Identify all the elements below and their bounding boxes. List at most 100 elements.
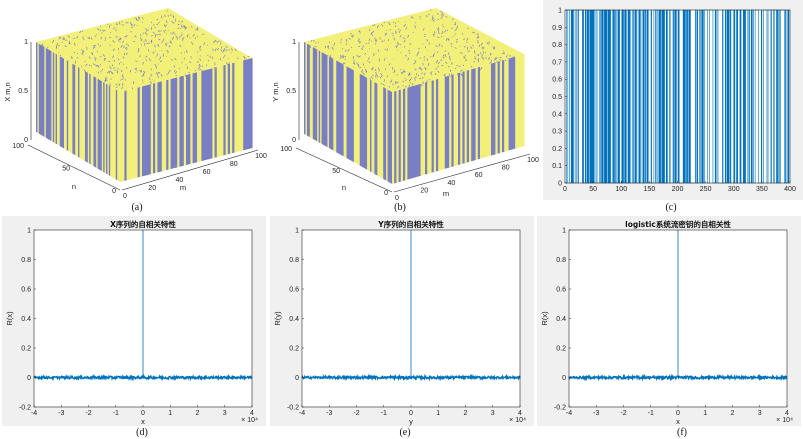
surface-top-mark xyxy=(404,77,406,80)
right-face-stripe xyxy=(508,57,512,151)
surface-top-mark xyxy=(146,33,148,36)
surface-top-mark xyxy=(459,65,461,68)
surface-top-mark xyxy=(197,51,199,53)
right-face-stripe xyxy=(438,78,441,171)
n-tick-label: 50 xyxy=(62,166,70,173)
right-face-stripe xyxy=(168,78,172,170)
right-face-stripe xyxy=(166,79,169,171)
right-face-stripe xyxy=(488,63,492,157)
surface-top-mark xyxy=(395,81,397,84)
y-tick-label: 0 xyxy=(558,181,562,188)
surface-top-mark xyxy=(178,20,180,23)
surface-top-mark xyxy=(494,57,496,61)
right-face-stripe xyxy=(126,89,130,181)
y-tick-label: 1 xyxy=(562,228,566,235)
right-face-stripe xyxy=(230,63,233,154)
surface-top-mark xyxy=(421,72,423,75)
right-face-stripe xyxy=(214,67,218,158)
m-axis-label: m xyxy=(180,183,186,192)
surface-top-mark xyxy=(118,83,121,87)
surface-top-mark xyxy=(115,83,118,86)
surface-top-mark xyxy=(396,74,399,76)
m-tick-label: 60 xyxy=(475,172,483,179)
surface-top-mark xyxy=(441,64,444,67)
right-face-stripe xyxy=(179,76,183,167)
surface-top-mark xyxy=(442,13,445,17)
surface-top-mark xyxy=(194,69,197,72)
right-face-stripe xyxy=(409,86,413,179)
surface-top-mark xyxy=(134,68,137,71)
surface-top-mark xyxy=(413,78,417,81)
surface-stripes xyxy=(304,42,525,184)
surface-top-mark xyxy=(357,64,360,67)
y-tick-label: 0.2 xyxy=(289,346,299,353)
surface-top-mark xyxy=(160,74,163,77)
surface-top-mark xyxy=(462,64,465,67)
surface-top-mark xyxy=(135,17,137,21)
surface-top-mark xyxy=(333,42,335,46)
x-tick-label: -1 xyxy=(648,410,654,417)
surface-top-mark xyxy=(171,58,173,61)
surface-top-mark xyxy=(480,66,483,71)
y-tick-label: 0.9 xyxy=(552,25,562,32)
surface-top-mark xyxy=(205,64,208,66)
surface-top-mark xyxy=(395,45,397,48)
surface-top-mark xyxy=(102,54,106,57)
right-face-stripe xyxy=(519,54,523,148)
x-tick-label: -2 xyxy=(353,410,359,417)
surface-top-mark xyxy=(126,52,128,55)
autocorr-chart-d: -4 -3 -2 -1 0 1 2 3 4 -0.2 0 0.2 0.4 0.6 0.8 1 X序列的自相关特性… xyxy=(5,219,258,426)
surface-top-mark xyxy=(123,45,125,49)
surface-top-mark xyxy=(95,64,98,67)
surface-top-mark xyxy=(428,42,430,45)
surface-top-mark xyxy=(358,66,361,68)
surface-top-mark xyxy=(329,54,332,58)
right-face-stripe xyxy=(420,83,424,176)
surface-top-mark xyxy=(429,55,432,58)
y-tick-label: 0 xyxy=(562,375,566,382)
surface-top-mark xyxy=(440,10,443,13)
surface-top-mark xyxy=(491,65,494,69)
right-face-stripe xyxy=(241,60,244,151)
surface-top-mark xyxy=(369,28,371,31)
surface-top-mark xyxy=(411,83,414,85)
right-face-stripe xyxy=(236,61,240,152)
right-face-stripe xyxy=(157,81,161,173)
surface-top-mark xyxy=(166,73,168,76)
surface-top-mark xyxy=(166,49,169,53)
surface-top-mark xyxy=(158,30,160,33)
caption-d: (d) xyxy=(136,427,148,438)
surface-top-mark xyxy=(165,43,167,47)
surface-top-mark xyxy=(157,44,160,48)
right-face-stripe xyxy=(440,77,444,171)
surface-top-mark xyxy=(426,39,429,42)
chart-title: X序列的自相关特性 xyxy=(110,219,176,229)
right-face-stripe xyxy=(139,86,143,177)
right-face-stripe xyxy=(238,60,242,152)
surface-top-mark xyxy=(431,17,434,21)
y-tick-label: 0.6 xyxy=(552,77,562,84)
surface-top-mark xyxy=(436,27,440,31)
surface-top-mark xyxy=(476,42,479,44)
surface-top-mark xyxy=(481,54,484,57)
surface-top-mark xyxy=(165,29,167,32)
m-tick-label: 40 xyxy=(176,177,184,184)
surface-top-mark xyxy=(414,68,417,71)
right-face-stripe xyxy=(150,83,154,175)
right-face-stripe xyxy=(128,89,132,180)
surface-top-mark xyxy=(456,65,459,67)
surface-top-mark xyxy=(171,36,175,40)
surface-top-mark xyxy=(436,12,439,16)
x-tick-label: -3 xyxy=(58,410,64,417)
surface-top-mark xyxy=(183,24,186,28)
surface-top-mark xyxy=(309,44,312,49)
surface-top-mark xyxy=(345,49,347,52)
m-tick-label: 80 xyxy=(230,161,238,168)
surface-top-mark xyxy=(432,19,436,22)
right-face-stripe xyxy=(181,75,185,167)
right-face-stripe xyxy=(497,60,501,154)
surface-top-mark xyxy=(394,22,397,24)
x-tick-label: -2 xyxy=(85,410,91,417)
surface-top-mark xyxy=(155,72,158,74)
